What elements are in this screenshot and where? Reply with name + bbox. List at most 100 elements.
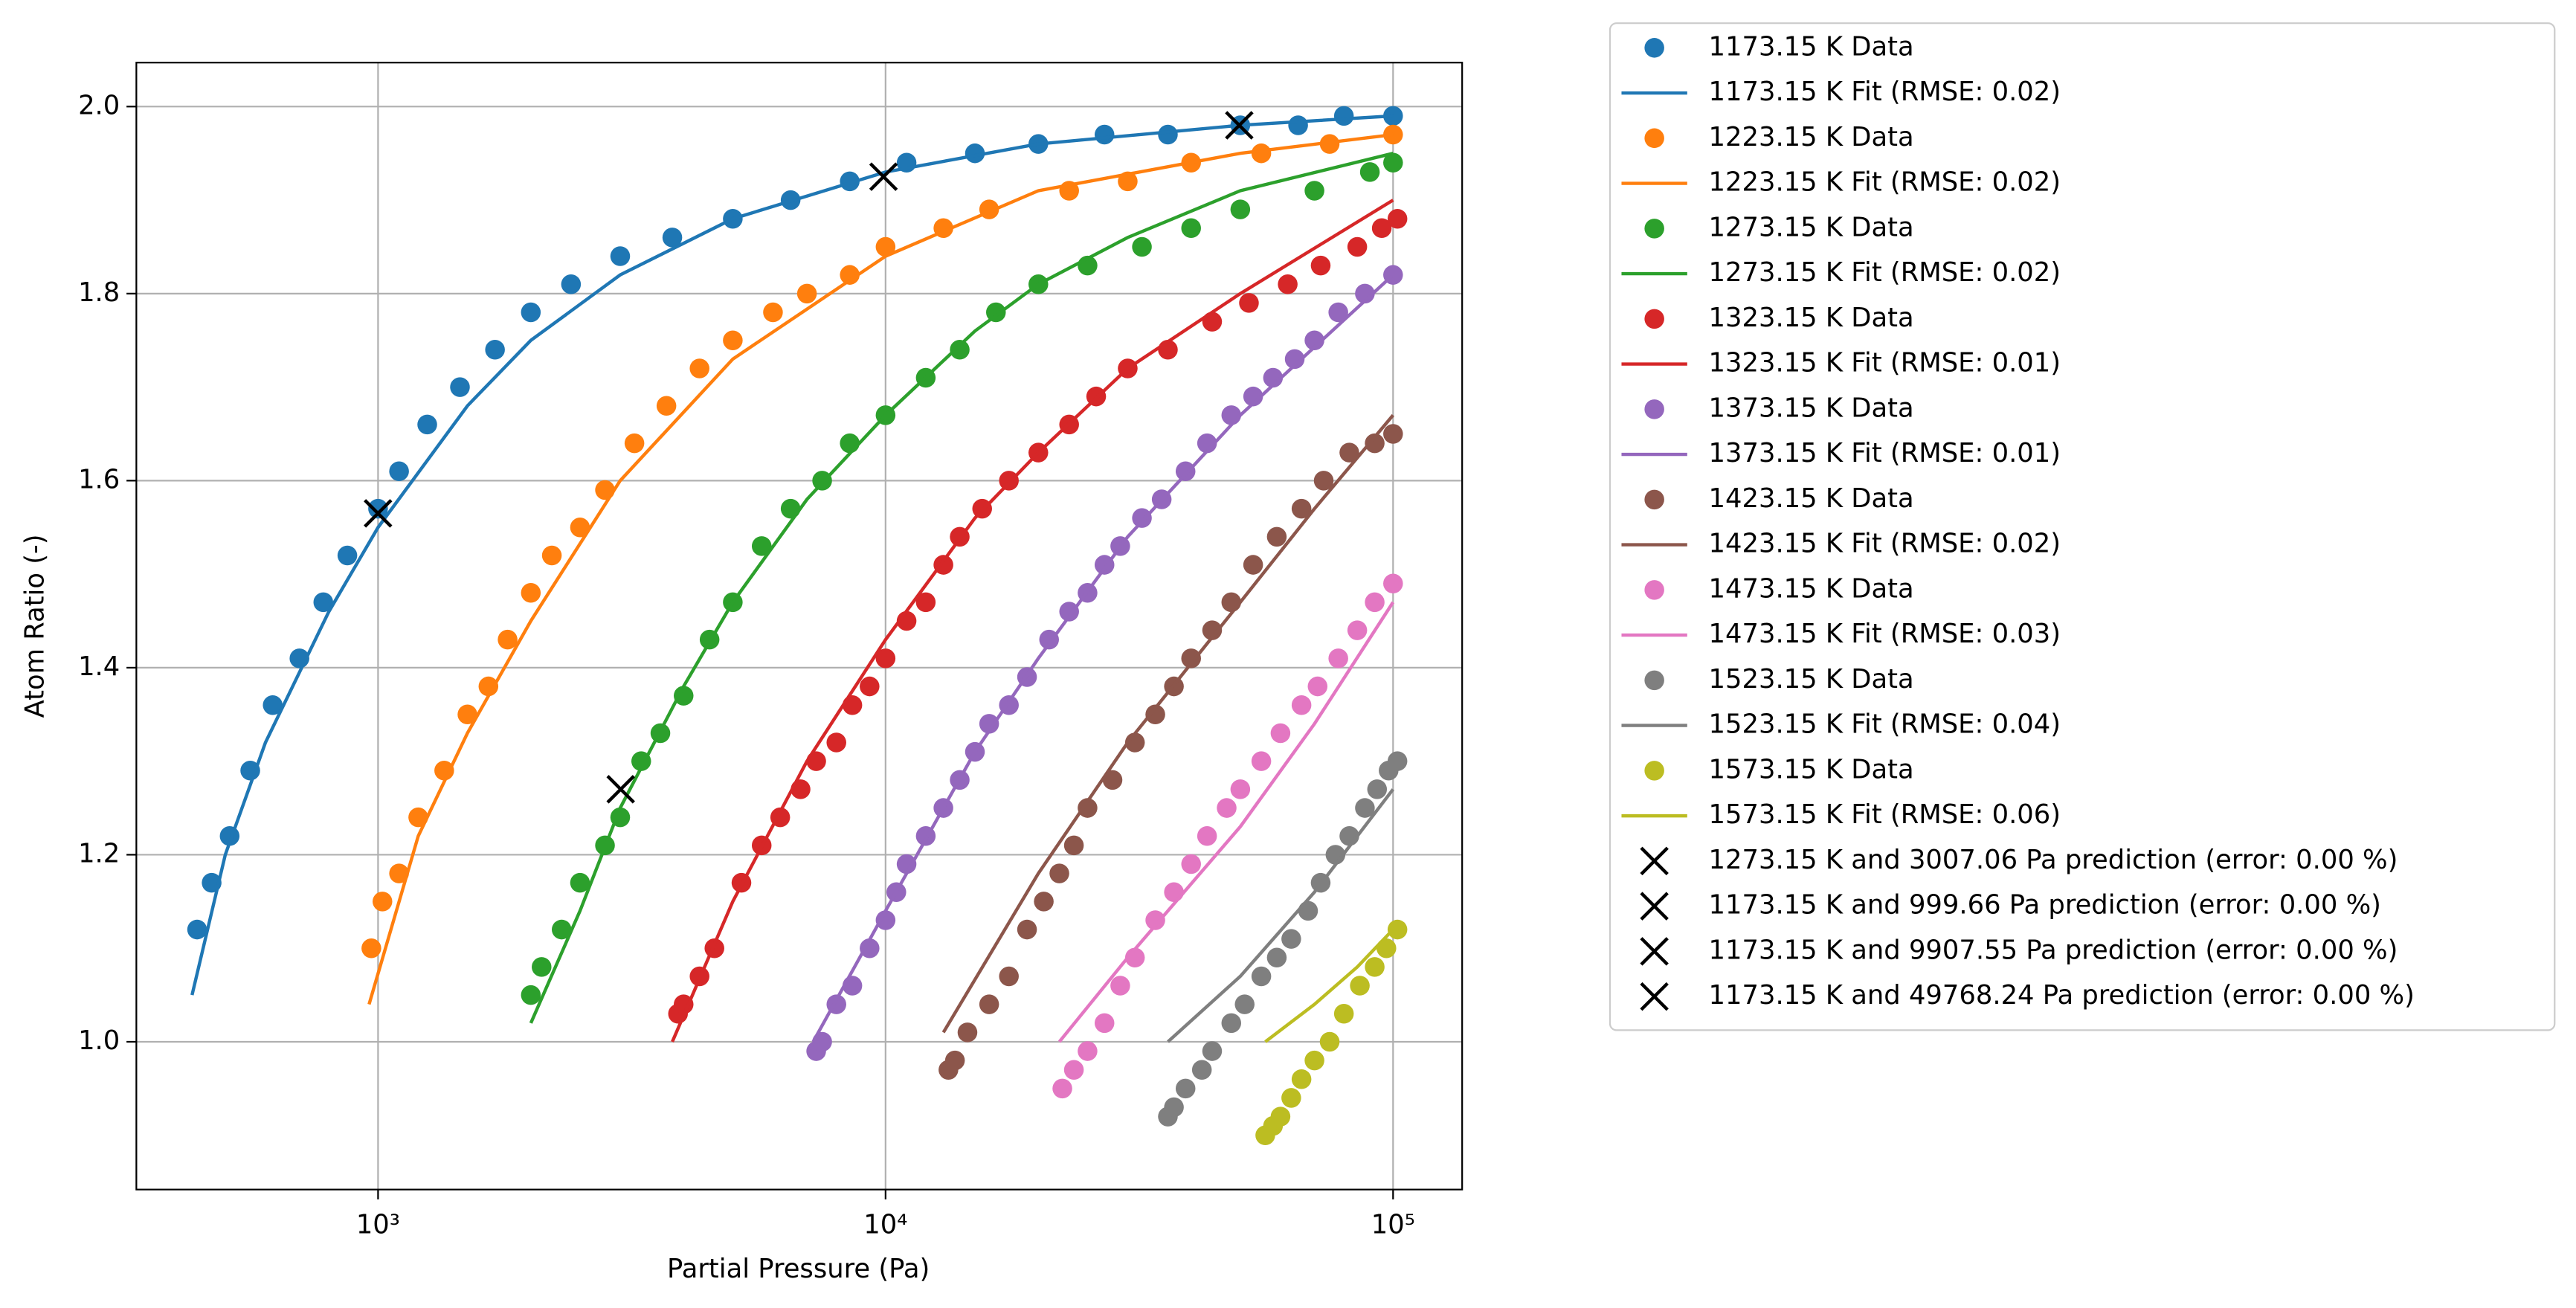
plot-frame <box>135 62 1464 1191</box>
data-point <box>1063 1060 1084 1080</box>
legend-marker <box>1640 846 1669 876</box>
data-point <box>361 938 381 959</box>
data-point <box>860 938 880 959</box>
data-point <box>1052 1078 1072 1099</box>
fit-line <box>529 152 1394 1024</box>
legend-label: 1523.15 K Data <box>1709 664 1914 695</box>
fit-line <box>811 274 1394 1043</box>
data-point <box>860 676 880 697</box>
legend-label: 1173.15 K and 9907.55 Pa prediction (err… <box>1709 935 2398 965</box>
data-point <box>979 714 999 734</box>
data-point <box>896 854 917 874</box>
cross-marker <box>364 499 393 528</box>
data-point <box>842 695 863 715</box>
data-point <box>1387 208 1408 229</box>
legend-label: 1523.15 K Fit (RMSE: 0.04) <box>1709 709 2061 740</box>
legend-label: 1323.15 K Fit (RMSE: 0.01) <box>1709 348 2061 378</box>
data-point <box>372 892 393 912</box>
data-point <box>1132 508 1152 528</box>
data-point <box>570 872 590 893</box>
fit-line <box>1167 788 1395 1043</box>
data-point <box>840 433 860 454</box>
data-point <box>1359 162 1380 182</box>
y-tick-label: 2.0 <box>78 90 120 120</box>
data-point <box>1387 919 1408 940</box>
data-point <box>875 236 896 257</box>
x-axis-label: Partial Pressure (Pa) <box>667 1254 930 1284</box>
y-tick-label: 1.0 <box>78 1025 120 1056</box>
data-point <box>561 274 582 294</box>
data-point <box>950 340 970 360</box>
legend-marker <box>1644 580 1664 600</box>
data-point <box>1350 976 1370 996</box>
cross-marker <box>1225 111 1254 140</box>
y-tick-label: 1.8 <box>78 277 120 308</box>
data-point <box>1365 592 1385 613</box>
legend-marker <box>1644 219 1664 239</box>
data-point <box>1059 602 1079 622</box>
data-point <box>1145 704 1165 725</box>
data-point <box>1175 1078 1196 1099</box>
data-point <box>1017 919 1037 940</box>
y-axis-label: Atom Ratio (-) <box>20 534 51 718</box>
data-point <box>796 283 817 304</box>
data-point <box>1181 218 1201 239</box>
data-point <box>337 545 358 566</box>
data-point <box>875 910 896 930</box>
data-point <box>1234 994 1255 1014</box>
data-point <box>521 583 541 603</box>
data-point <box>485 340 505 360</box>
data-point <box>1371 218 1392 239</box>
data-point <box>1304 1050 1324 1071</box>
data-point <box>1281 929 1301 949</box>
data-point <box>1230 779 1251 799</box>
data-point <box>1376 938 1397 959</box>
legend-label: 1373.15 K Fit (RMSE: 0.01) <box>1709 438 2061 468</box>
data-point <box>1319 1031 1340 1052</box>
data-point <box>689 358 709 378</box>
data-point <box>1328 648 1348 669</box>
data-point <box>1202 620 1223 640</box>
legend-label: 1573.15 K Data <box>1709 754 1914 785</box>
data-point <box>723 330 743 350</box>
data-point <box>595 480 615 500</box>
fit-line <box>671 199 1394 1043</box>
data-point <box>875 648 896 669</box>
data-point <box>915 592 936 613</box>
data-point <box>1221 1013 1242 1034</box>
legend-label: 1423.15 K Data <box>1709 483 1914 514</box>
legend-label: 1173.15 K and 49768.24 Pa prediction (er… <box>1709 980 2415 1011</box>
data-point <box>1197 826 1217 846</box>
data-point <box>1164 882 1184 903</box>
data-point <box>551 919 572 940</box>
data-point <box>1094 1013 1115 1034</box>
data-point <box>1270 1106 1291 1127</box>
data-point <box>1304 330 1324 350</box>
legend-label: 1173.15 K Data <box>1709 31 1914 62</box>
data-point <box>1288 115 1308 135</box>
data-point <box>389 461 409 482</box>
data-point <box>1383 573 1403 593</box>
data-point <box>1102 770 1123 790</box>
data-point <box>1333 1003 1354 1024</box>
data-point <box>840 265 860 285</box>
legend-label: 1273.15 K and 3007.06 Pa prediction (err… <box>1709 845 2398 875</box>
legend-marker <box>1644 399 1664 419</box>
legend-marker <box>1644 38 1664 58</box>
data-point <box>1243 386 1263 407</box>
data-point <box>1347 236 1368 257</box>
data-point <box>1328 302 1348 323</box>
data-point <box>570 518 590 538</box>
data-point <box>532 957 552 977</box>
legend-marker <box>1640 892 1669 921</box>
data-point <box>521 985 541 1005</box>
legend-label: 1323.15 K Data <box>1709 303 1914 333</box>
y-tick-label: 1.4 <box>78 651 120 682</box>
data-point <box>1094 124 1115 145</box>
data-point <box>1367 779 1388 799</box>
data-point <box>1063 835 1084 856</box>
data-point <box>965 143 985 164</box>
data-point <box>806 751 826 771</box>
data-point <box>1164 1097 1184 1118</box>
data-point <box>1181 854 1201 874</box>
